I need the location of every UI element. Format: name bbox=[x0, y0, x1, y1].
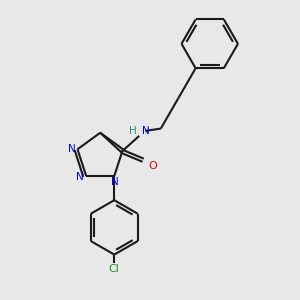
Text: N: N bbox=[76, 172, 84, 182]
Text: H: H bbox=[129, 126, 137, 136]
Text: N: N bbox=[68, 144, 75, 154]
Text: N: N bbox=[111, 177, 119, 187]
Text: Cl: Cl bbox=[109, 263, 120, 274]
Text: N: N bbox=[142, 126, 149, 136]
Text: O: O bbox=[148, 161, 157, 171]
